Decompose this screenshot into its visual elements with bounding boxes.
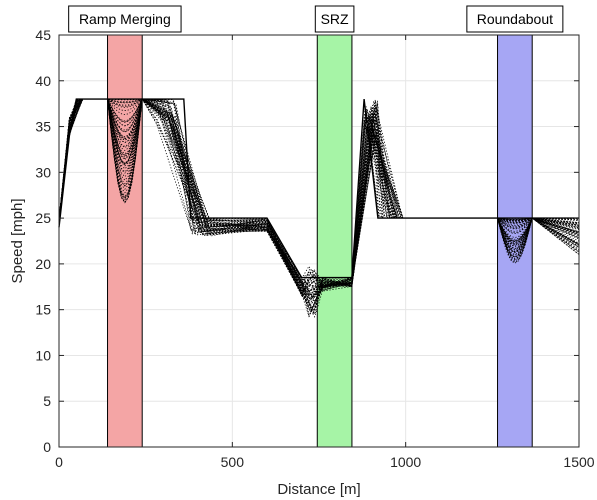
x-tick-label: 0 [55, 454, 63, 470]
x-axis-label: Distance [m] [277, 481, 360, 498]
y-tick-label: 30 [35, 164, 51, 180]
zone-band [317, 35, 352, 447]
zone-label: Ramp Merging [79, 11, 171, 27]
y-tick-label: 45 [35, 27, 51, 43]
y-tick-label: 15 [35, 302, 51, 318]
zone-band [498, 35, 533, 447]
x-tick-label: 1000 [390, 454, 421, 470]
y-tick-label: 40 [35, 73, 51, 89]
zone-label: SRZ [321, 11, 349, 27]
y-axis-label: Speed [mph] [9, 198, 26, 283]
zone-band [108, 35, 143, 447]
zone-labels: Ramp Merging SRZ Roundabout [69, 6, 563, 32]
y-tick-label: 35 [35, 119, 51, 135]
zone-label: Roundabout [477, 11, 553, 27]
y-tick-label: 5 [43, 393, 51, 409]
y-tick-label: 25 [35, 210, 51, 226]
x-tick-label: 500 [221, 454, 245, 470]
y-tick-label: 0 [43, 439, 51, 455]
y-tick-label: 20 [35, 256, 51, 272]
y-tick-label: 10 [35, 347, 51, 363]
x-tick-label: 1500 [563, 454, 594, 470]
